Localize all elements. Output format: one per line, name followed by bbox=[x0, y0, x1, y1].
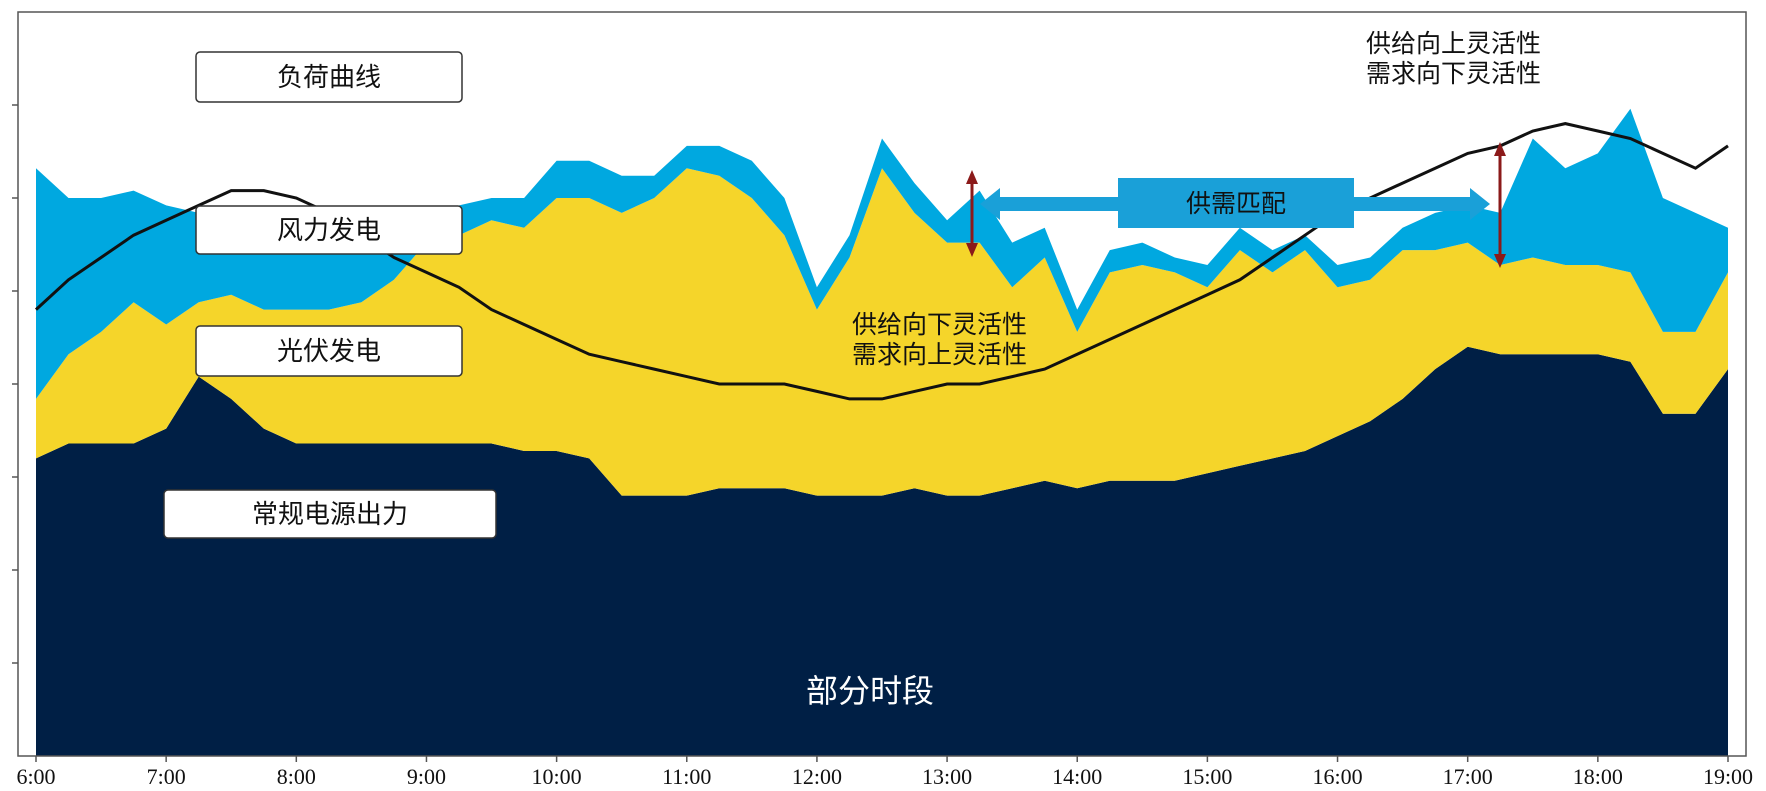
label-conventional-box bbox=[163, 489, 497, 539]
label-pv-box bbox=[195, 325, 463, 377]
note-supply-up: 供给向上灵活性 bbox=[1366, 29, 1541, 58]
x-tick-label: 17:00 bbox=[1443, 764, 1493, 789]
flex-arrow-right-bottom-head bbox=[1494, 254, 1506, 268]
x-tick-label: 9:00 bbox=[407, 764, 446, 789]
label-wind: 风力发电 bbox=[195, 205, 463, 255]
axes bbox=[12, 11, 1747, 757]
x-tick-label: 16:00 bbox=[1312, 764, 1362, 789]
match-arrow-left-head bbox=[980, 188, 1000, 220]
x-tick-label: 8:00 bbox=[277, 764, 316, 789]
label-load: 负荷曲线 bbox=[195, 51, 463, 103]
match-text: 供需匹配 bbox=[1186, 189, 1286, 218]
match-arrow-right-head bbox=[1470, 188, 1490, 220]
x-tick-label: 13:00 bbox=[922, 764, 972, 789]
label-wind-box bbox=[195, 205, 463, 255]
label-conventional: 常规电源出力 bbox=[163, 489, 497, 539]
note-demand-up: 需求向上灵活性 bbox=[852, 340, 1027, 369]
flex-arrow-left-top-head bbox=[966, 170, 978, 184]
x-tick-label: 12:00 bbox=[792, 764, 842, 789]
x-tick-label: 6:00 bbox=[16, 764, 55, 789]
x-tick-label: 19:00 bbox=[1703, 764, 1753, 789]
x-tick-label: 7:00 bbox=[147, 764, 186, 789]
match-arrow: 供需匹配 bbox=[980, 178, 1490, 228]
period-label: 部分时段 bbox=[806, 672, 934, 710]
flex-arrow-left-bottom-head bbox=[966, 243, 978, 257]
x-tick-label: 10:00 bbox=[532, 764, 582, 789]
flex-arrow-right bbox=[1494, 142, 1506, 268]
area-series-0 bbox=[36, 346, 1728, 756]
x-tick-label: 18:00 bbox=[1573, 764, 1623, 789]
x-tick-label: 15:00 bbox=[1182, 764, 1232, 789]
flex-arrow-left bbox=[966, 170, 978, 257]
match-box bbox=[1118, 178, 1354, 228]
note-supply-down: 供给向下灵活性 bbox=[852, 310, 1027, 339]
label-conventional-text: 常规电源出力 bbox=[252, 500, 408, 530]
label-wind-text: 风力发电 bbox=[277, 216, 381, 246]
label-pv: 光伏发电 bbox=[195, 325, 463, 377]
x-tick-label: 11:00 bbox=[662, 764, 711, 789]
label-pv-text: 光伏发电 bbox=[277, 337, 381, 367]
label-load-text: 负荷曲线 bbox=[277, 63, 381, 93]
flex-arrow-right-top-head bbox=[1494, 142, 1506, 156]
label-load-box bbox=[195, 51, 463, 103]
x-tick-label: 14:00 bbox=[1052, 764, 1102, 789]
note-demand-down: 需求向下灵活性 bbox=[1366, 59, 1541, 88]
x-ticks: 6:00 7:00 8:00 9:00 10:00 11:00 12:00 13:00 14:0… bbox=[16, 756, 1753, 789]
